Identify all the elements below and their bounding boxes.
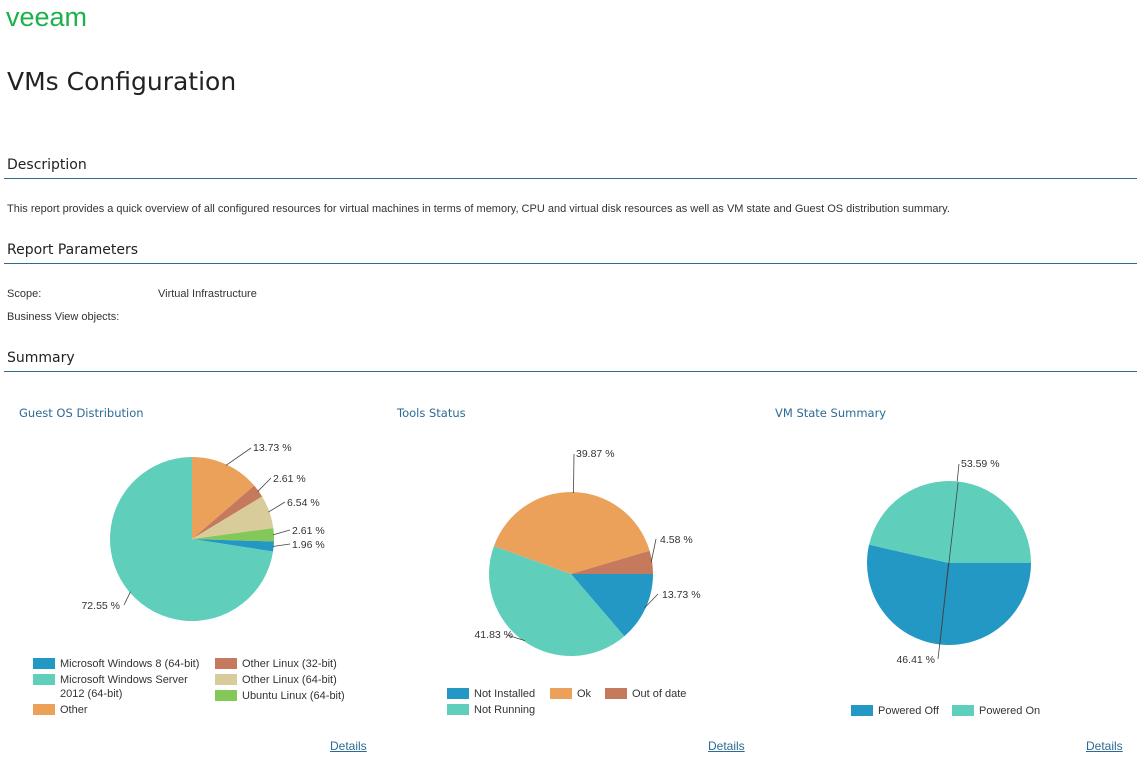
pie-slice-powered-on [869,480,1031,563]
pie-slice-out-of-date [571,550,653,574]
legend-label: Microsoft Windows 8 (64-bit) [60,658,200,670]
legend-label: Powered Off [878,705,939,717]
pie-leader-line [257,477,272,492]
param-label-scope: Scope: [7,288,42,300]
pie-data-label-microsoft-windows-8-64-bit: 1.96 % [292,539,325,551]
pie-slice-ubuntu-linux-64-bit [192,528,275,542]
pie-leader-line [937,482,959,660]
legend-swatch [851,705,873,716]
section-title-summary: Summary [7,350,75,366]
legend-swatch [952,705,974,716]
legend-item-other: Other [33,703,208,717]
legend-label: Ok [577,688,592,700]
legend-swatch [33,658,55,669]
pie-leader-line [506,634,525,641]
pie-slice-not-running [489,545,625,656]
pie-data-label-not-installed: 13.73 % [662,589,701,601]
legend-swatch [215,674,237,685]
legend-label: Other Linux (32-bit) [242,658,337,670]
legend-swatch [33,674,55,685]
guest-os-distribution-pie-chart: 13.73 % 2.61 % 6.54 % 2.61 % 1.96 % 72.55 % [81,442,325,621]
legend-swatch [215,658,237,669]
pie-data-label-other: 13.73 % [253,442,292,454]
chart-title-guest-os-distribution: Guest OS Distribution [19,406,144,420]
pie-slice-other-linux-32-bit [192,485,263,539]
description-text: This report provides a quick overview of… [7,203,950,215]
pie-leader-line [123,591,131,606]
pie-leader-line [272,529,291,536]
tools-status-pie-chart: 13.73 % 41.83 % 39.87 % 4.58 % [474,448,701,656]
pie-leader-line [225,447,252,466]
legend-swatch [550,688,572,699]
legend-label: Other Linux (64-bit) [242,674,337,686]
legend-swatch [33,704,55,715]
pie-slice-other-linux-64-bit [192,496,274,539]
legend-item-not-installed: Not Installed [447,687,535,701]
legend-item-microsoft-windows-server-2012-64-bit: Microsoft Windows Server 2012 (64-bit) [33,673,208,701]
pie-leader-line [573,453,575,494]
legend-label: Not Installed [474,688,536,700]
pie-data-label-out-of-date: 4.58 % [660,534,693,546]
legend-label: Ubuntu Linux (64-bit) [242,690,345,702]
legend-item-powered-off: Powered Off [851,704,939,718]
legend-label: Other [60,704,88,716]
pie-slice-microsoft-windows-server-2012-64-bit [109,457,274,621]
pie-data-label-other-linux-32-bit: 2.61 % [273,473,306,485]
section-title-report-parameters: Report Parameters [7,242,138,258]
section-divider [4,263,1137,264]
param-label-business-view-objects: Business View objects: [7,311,120,323]
pie-data-label-ubuntu-linux-64-bit: 2.61 % [292,525,325,537]
legend-item-microsoft-windows-8-64-bit: Microsoft Windows 8 (64-bit) [33,657,208,671]
legend-swatch [447,704,469,715]
chart-title-tools-status: Tools Status [397,406,466,420]
legend-item-ok: Ok [550,687,591,701]
legend-swatch [215,690,237,701]
section-title-description: Description [7,157,87,173]
pie-slice-other [192,457,255,539]
legend-swatch [447,688,469,699]
chart-title-vm-state-summary: VM State Summary [775,406,887,420]
guest-os-details-link[interactable]: Details [330,739,367,753]
section-divider [4,178,1137,179]
page-title: VMs Configuration [7,67,237,96]
legend-label: Out of date [632,688,687,700]
legend-label: Powered On [979,705,1041,717]
section-divider [4,371,1137,372]
pie-data-label-ok: 39.87 % [576,448,615,460]
vm-state-details-link[interactable]: Details [1086,739,1123,753]
legend-item-powered-on: Powered On [952,704,1040,718]
pie-slice-ok [493,492,650,574]
legend-item-ubuntu-linux-64-bit: Ubuntu Linux (64-bit) [215,689,345,703]
pie-slice-powered-off [867,544,1031,645]
pie-slice-not-installed [571,574,653,637]
legend-item-not-running: Not Running [447,703,535,717]
legend-item-out-of-date: Out of date [605,687,686,701]
legend-label: Not Running [474,704,536,716]
pie-data-label-other-linux-64-bit: 6.54 % [287,497,320,509]
pie-leader-line [644,593,659,609]
pie-data-label-powered-on: 46.41 % [896,654,935,666]
legend-item-other-linux-64-bit: Other Linux (64-bit) [215,673,337,687]
pie-data-label-microsoft-windows-server-2012-64-bit: 72.55 % [81,600,120,612]
legend-label: Microsoft Windows Server 2012 (64-bit) [60,674,188,700]
pie-data-label-powered-off: 53.59 % [961,458,1000,470]
pie-leader-line [650,538,657,563]
veeam-logo: veeam [6,2,88,32]
param-value-scope: Virtual Infrastructure [158,288,257,300]
legend-swatch [605,688,627,699]
vm-state-summary-pie-chart: 53.59 % 46.41 % [867,458,1031,666]
pie-leader-line [268,501,286,513]
pie-slice-microsoft-windows-8-64-bit [192,539,274,552]
legend-item-other-linux-32-bit: Other Linux (32-bit) [215,657,337,671]
tools-status-details-link[interactable]: Details [708,739,745,753]
pie-data-label-not-running: 41.83 % [474,629,513,641]
pie-leader-line [272,543,291,547]
